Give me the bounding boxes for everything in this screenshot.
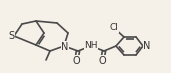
Text: N: N (143, 41, 151, 51)
Text: O: O (98, 56, 106, 66)
Text: S: S (8, 31, 14, 41)
Text: NH: NH (84, 41, 98, 49)
Text: O: O (72, 56, 80, 66)
Text: N: N (61, 42, 69, 52)
Text: Cl: Cl (110, 24, 119, 32)
